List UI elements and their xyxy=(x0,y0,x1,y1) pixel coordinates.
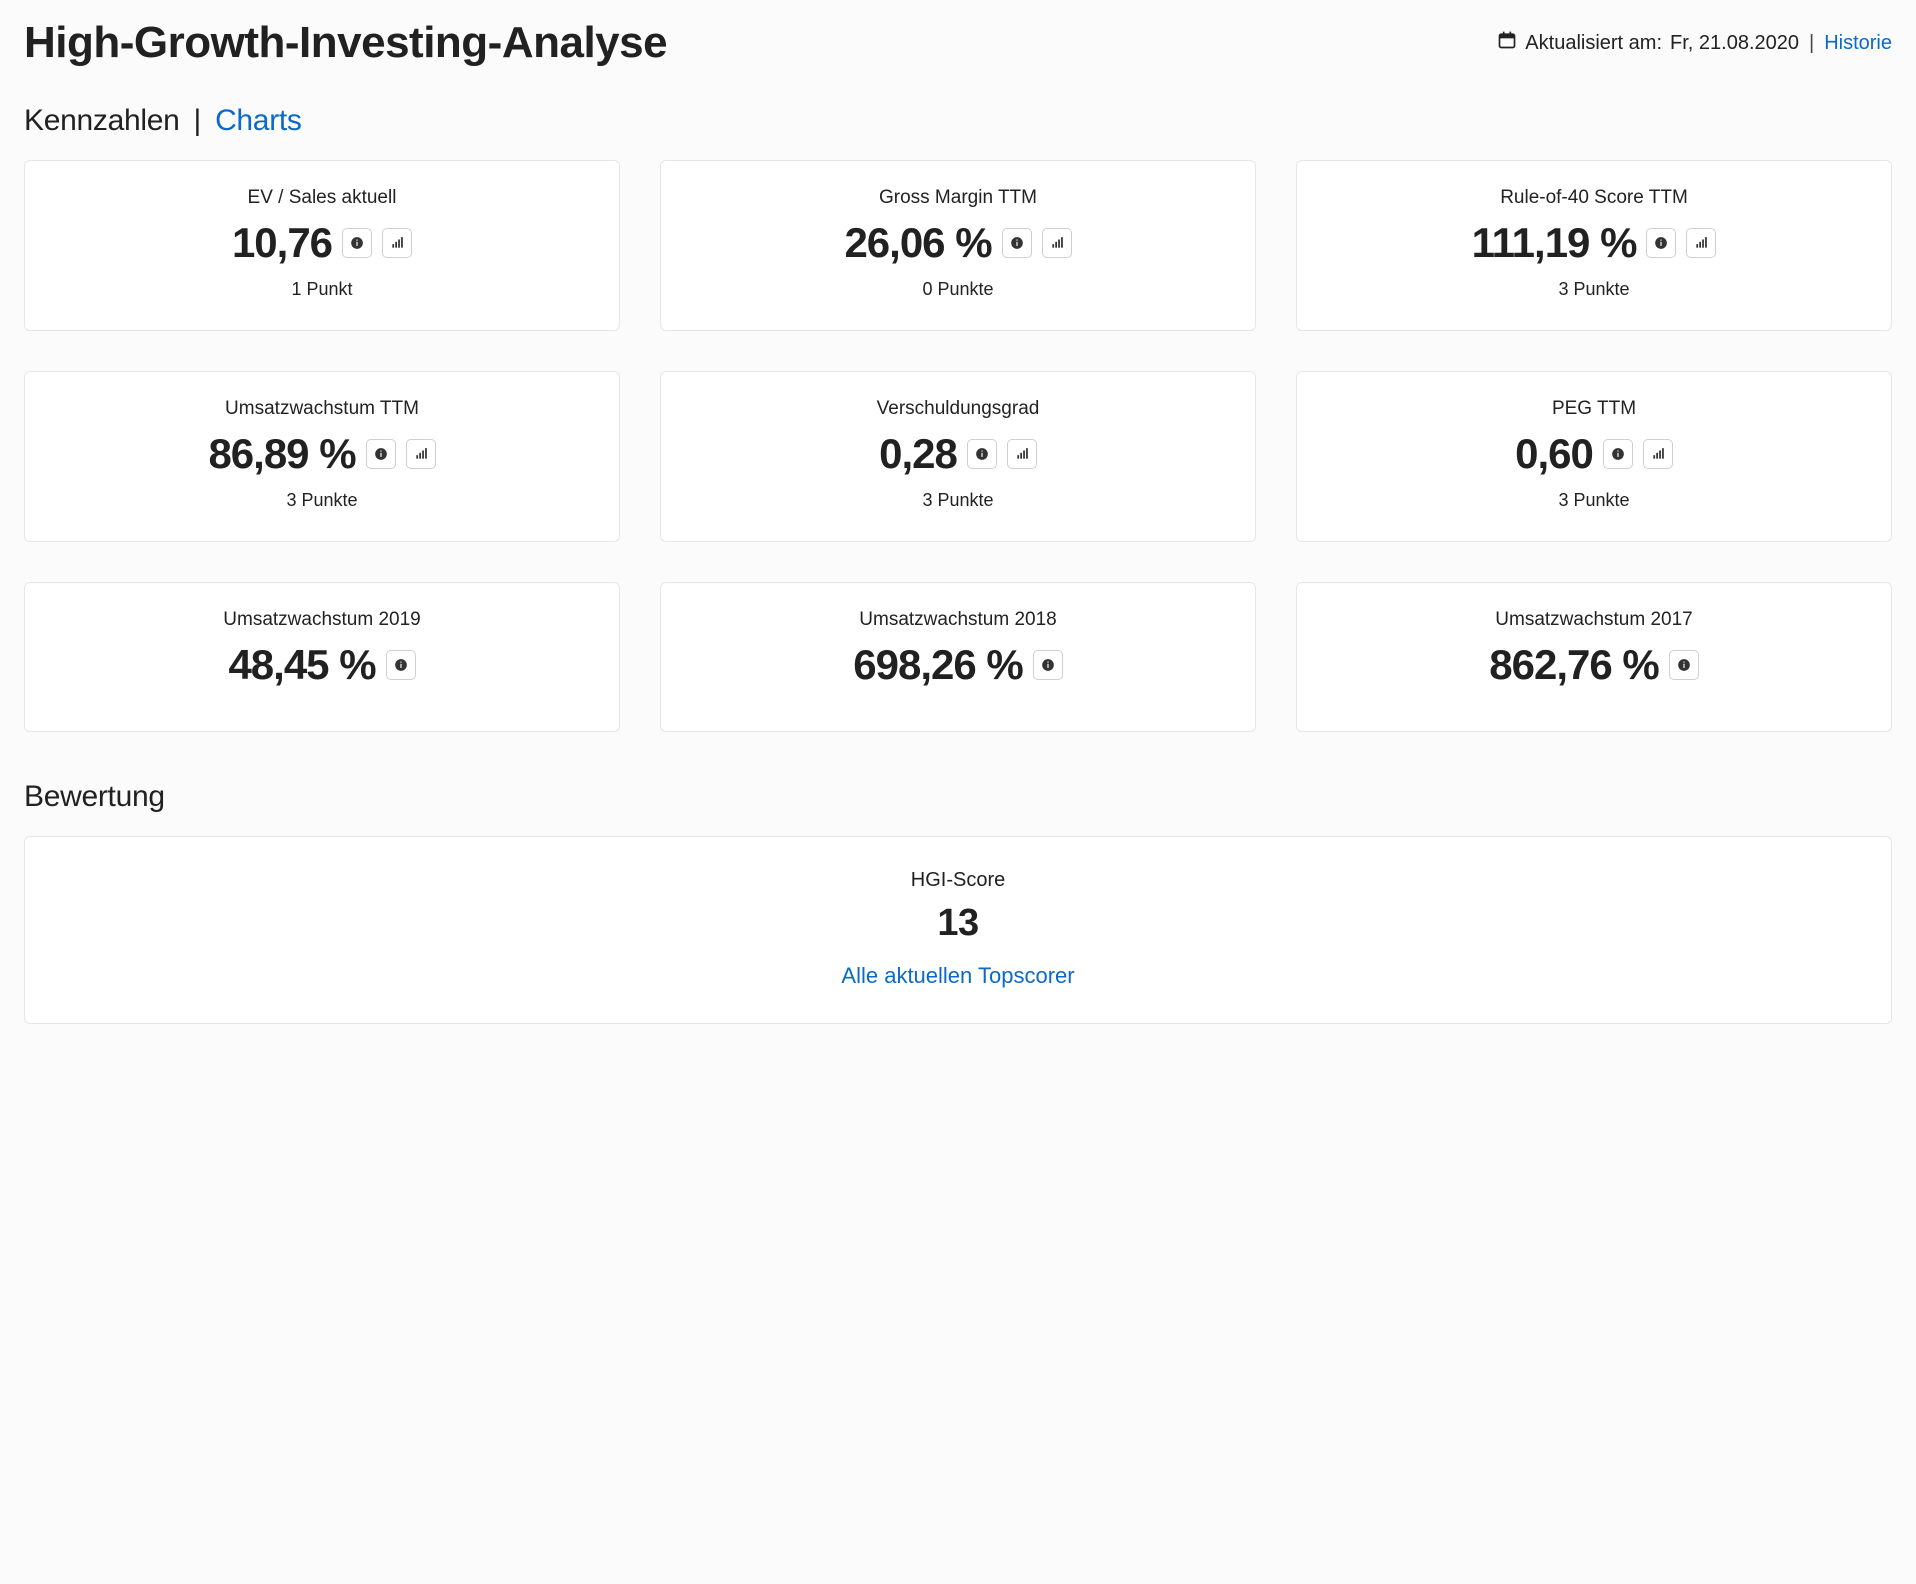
metric-title: PEG TTM xyxy=(1315,398,1873,420)
metric-title: Umsatzwachstum 2019 xyxy=(43,609,601,631)
info-icon[interactable] xyxy=(1002,228,1032,258)
metric-value: 862,76 % xyxy=(1489,641,1658,689)
metric-points: 3 Punkte xyxy=(43,490,601,511)
metric-card: EV / Sales aktuell 10,76 1 Punkt xyxy=(24,160,620,331)
updated-label: Aktualisiert am: xyxy=(1525,32,1662,55)
score-value: 13 xyxy=(43,902,1873,945)
metric-title: Rule-of-40 Score TTM xyxy=(1315,187,1873,209)
metric-card: Umsatzwachstum TTM 86,89 % 3 Punkte xyxy=(24,371,620,542)
metric-points: 3 Punkte xyxy=(679,490,1237,511)
tab-separator: | xyxy=(194,104,202,137)
metric-card: PEG TTM 0,60 3 Punkte xyxy=(1296,371,1892,542)
metric-value: 698,26 % xyxy=(853,641,1022,689)
separator: | xyxy=(1809,32,1814,55)
metric-value-row: 0,60 xyxy=(1315,430,1873,478)
metric-value-row: 86,89 % xyxy=(43,430,601,478)
metric-title: Umsatzwachstum TTM xyxy=(43,398,601,420)
updated-block: Aktualisiert am: Fr, 21.08.2020 | Histor… xyxy=(1497,30,1892,56)
info-icon[interactable] xyxy=(386,650,416,680)
metric-title: Umsatzwachstum 2017 xyxy=(1315,609,1873,631)
page-title: High-Growth-Investing-Analyse xyxy=(24,18,667,68)
metric-card: Rule-of-40 Score TTM 111,19 % 3 Punkte xyxy=(1296,160,1892,331)
metric-value-row: 48,45 % xyxy=(43,641,601,689)
metric-value-row: 26,06 % xyxy=(679,219,1237,267)
bar-chart-icon[interactable] xyxy=(382,228,412,258)
metric-card: Umsatzwachstum 2017 862,76 % xyxy=(1296,582,1892,732)
topscorer-link[interactable]: Alle aktuellen Topscorer xyxy=(841,963,1074,988)
info-icon[interactable] xyxy=(1033,650,1063,680)
updated-date: Fr, 21.08.2020 xyxy=(1670,32,1799,55)
tab-charts[interactable]: Charts xyxy=(215,104,302,137)
bar-chart-icon[interactable] xyxy=(1686,228,1716,258)
metric-value-row: 111,19 % xyxy=(1315,219,1873,267)
metric-title: Umsatzwachstum 2018 xyxy=(679,609,1237,631)
metric-value-row: 862,76 % xyxy=(1315,641,1873,689)
metric-points: 0 Punkte xyxy=(679,279,1237,300)
bar-chart-icon[interactable] xyxy=(1643,439,1673,469)
metric-points: 3 Punkte xyxy=(1315,490,1873,511)
bar-chart-icon[interactable] xyxy=(1042,228,1072,258)
metrics-grid: EV / Sales aktuell 10,76 1 Punkt Gross Marg… xyxy=(24,160,1892,732)
metric-value: 26,06 % xyxy=(844,219,991,267)
rating-heading: Bewertung xyxy=(24,780,1892,814)
tabs-row: Kennzahlen | Charts xyxy=(24,104,1892,138)
info-icon[interactable] xyxy=(1646,228,1676,258)
score-card: HGI-Score 13 Alle aktuellen Topscorer xyxy=(24,836,1892,1024)
bar-chart-icon[interactable] xyxy=(406,439,436,469)
metric-card: Umsatzwachstum 2018 698,26 % xyxy=(660,582,1256,732)
metric-title: Gross Margin TTM xyxy=(679,187,1237,209)
metric-value: 86,89 % xyxy=(208,430,355,478)
metric-value-row: 10,76 xyxy=(43,219,601,267)
info-icon[interactable] xyxy=(1669,650,1699,680)
metric-card: Gross Margin TTM 26,06 % 0 Punkte xyxy=(660,160,1256,331)
info-icon[interactable] xyxy=(1603,439,1633,469)
info-icon[interactable] xyxy=(366,439,396,469)
metric-card: Umsatzwachstum 2019 48,45 % xyxy=(24,582,620,732)
tab-kennzahlen[interactable]: Kennzahlen xyxy=(24,104,179,137)
bar-chart-icon[interactable] xyxy=(1007,439,1037,469)
metric-value: 111,19 % xyxy=(1472,219,1637,267)
calendar-icon xyxy=(1497,30,1517,56)
header-row: High-Growth-Investing-Analyse Aktualisie… xyxy=(24,18,1892,68)
metric-points: 3 Punkte xyxy=(1315,279,1873,300)
score-label: HGI-Score xyxy=(43,869,1873,892)
metric-title: EV / Sales aktuell xyxy=(43,187,601,209)
metric-card: Verschuldungsgrad 0,28 3 Punkte xyxy=(660,371,1256,542)
historie-link[interactable]: Historie xyxy=(1824,32,1892,55)
metric-value-row: 0,28 xyxy=(679,430,1237,478)
metric-value-row: 698,26 % xyxy=(679,641,1237,689)
metric-title: Verschuldungsgrad xyxy=(679,398,1237,420)
metric-value: 0,28 xyxy=(879,430,957,478)
metric-value: 10,76 xyxy=(232,219,332,267)
metric-points: 1 Punkt xyxy=(43,279,601,300)
metric-value: 0,60 xyxy=(1515,430,1593,478)
metric-value: 48,45 % xyxy=(228,641,375,689)
info-icon[interactable] xyxy=(342,228,372,258)
info-icon[interactable] xyxy=(967,439,997,469)
